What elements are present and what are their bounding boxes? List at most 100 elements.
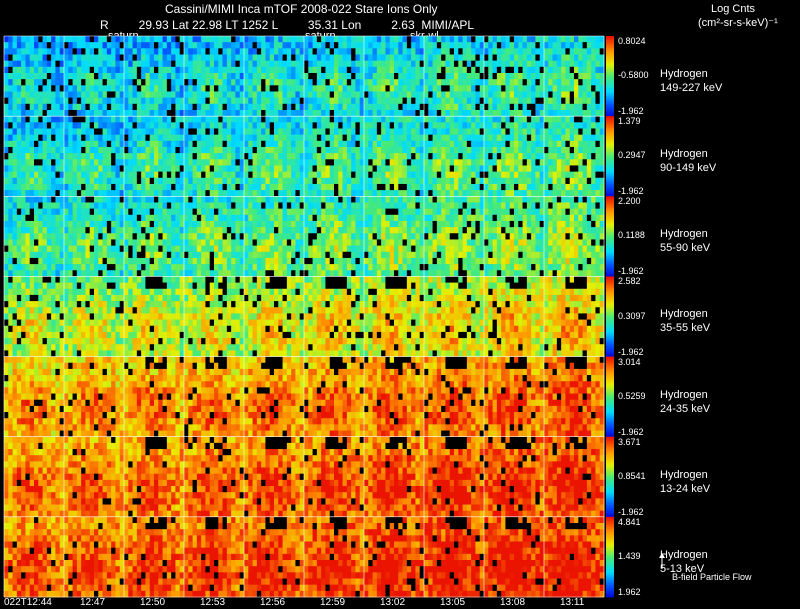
colorbar-segment — [606, 92, 614, 95]
pixel — [308, 264, 313, 271]
pixel — [441, 146, 446, 154]
pixel — [462, 190, 468, 197]
pixel — [149, 159, 155, 166]
pixel — [304, 177, 309, 185]
pixel — [282, 146, 288, 154]
pixel — [325, 60, 331, 68]
pixel — [51, 109, 56, 117]
pixel — [342, 97, 348, 105]
pixel — [544, 48, 549, 55]
pixel — [346, 146, 352, 154]
pixel — [406, 116, 412, 123]
pixel — [119, 165, 125, 172]
pixel — [89, 42, 95, 49]
pixel — [175, 85, 181, 92]
pixel — [586, 109, 592, 117]
pixel — [346, 109, 352, 117]
pixel — [402, 153, 408, 160]
pixel — [406, 183, 412, 191]
pixel — [295, 227, 301, 234]
pixel — [304, 214, 309, 222]
pixel — [244, 208, 249, 216]
pixel — [171, 214, 176, 222]
pixel — [145, 72, 151, 80]
pixel — [359, 146, 365, 154]
pixel — [179, 60, 185, 68]
colorbar-segment — [606, 176, 614, 179]
pixel — [64, 72, 69, 80]
pixel — [394, 196, 399, 203]
pixel — [12, 165, 18, 172]
pixel — [445, 128, 451, 135]
pixel — [21, 233, 26, 240]
pixel — [505, 109, 511, 117]
pixel — [385, 153, 391, 160]
pixel — [471, 153, 476, 160]
pixel — [248, 116, 253, 123]
pixel — [175, 220, 181, 228]
pixel — [484, 140, 489, 148]
pixel — [526, 97, 532, 105]
pixel — [359, 227, 365, 234]
pixel — [51, 122, 56, 129]
pixel — [419, 153, 425, 160]
pixel — [274, 48, 279, 55]
pixel — [299, 60, 305, 68]
pixel — [128, 48, 133, 55]
pixel — [256, 239, 262, 246]
pixel — [514, 122, 519, 129]
pixel — [94, 165, 99, 172]
pixel — [102, 165, 108, 172]
pixel — [235, 140, 241, 148]
pixel — [526, 36, 532, 43]
pixel — [411, 72, 416, 80]
pixel — [111, 190, 116, 197]
pixel — [42, 97, 48, 105]
frame-2-6 — [364, 196, 425, 277]
pixel — [372, 42, 378, 49]
pixel — [556, 54, 562, 61]
pixel — [282, 165, 288, 172]
pixel — [321, 270, 326, 277]
pixel — [34, 159, 39, 166]
pixel — [484, 72, 489, 80]
frame-2-5 — [304, 196, 365, 277]
pixel — [214, 214, 219, 222]
pixel — [42, 220, 48, 228]
pixel — [171, 202, 176, 209]
pixel — [55, 116, 61, 123]
pixel — [98, 190, 103, 197]
pixel — [162, 79, 168, 86]
pixel — [132, 42, 138, 49]
pixel — [244, 183, 249, 191]
pixel — [34, 146, 39, 154]
pixel — [214, 60, 219, 68]
pixel — [342, 134, 348, 142]
pixel — [192, 146, 198, 154]
pixel — [329, 48, 335, 55]
pixel — [59, 116, 65, 123]
pixel — [471, 159, 476, 166]
pixel — [102, 208, 108, 216]
pixel — [94, 220, 99, 228]
pixel — [304, 122, 309, 129]
pixel — [158, 153, 163, 160]
pixel — [531, 85, 536, 92]
pixel — [334, 54, 339, 61]
pixel — [98, 60, 103, 68]
pixel — [265, 48, 271, 55]
pixel — [334, 116, 339, 123]
colorbar-segment — [606, 48, 614, 51]
pixel — [544, 177, 549, 185]
pixel — [34, 128, 39, 135]
pixel — [505, 42, 511, 49]
pixel — [128, 227, 133, 234]
pixel — [334, 109, 339, 117]
pixel — [569, 146, 575, 154]
pixel — [278, 85, 283, 92]
pixel — [552, 72, 558, 80]
pixel — [329, 60, 335, 68]
pixel — [231, 72, 236, 80]
pixel — [29, 122, 35, 129]
pixel — [308, 134, 313, 142]
